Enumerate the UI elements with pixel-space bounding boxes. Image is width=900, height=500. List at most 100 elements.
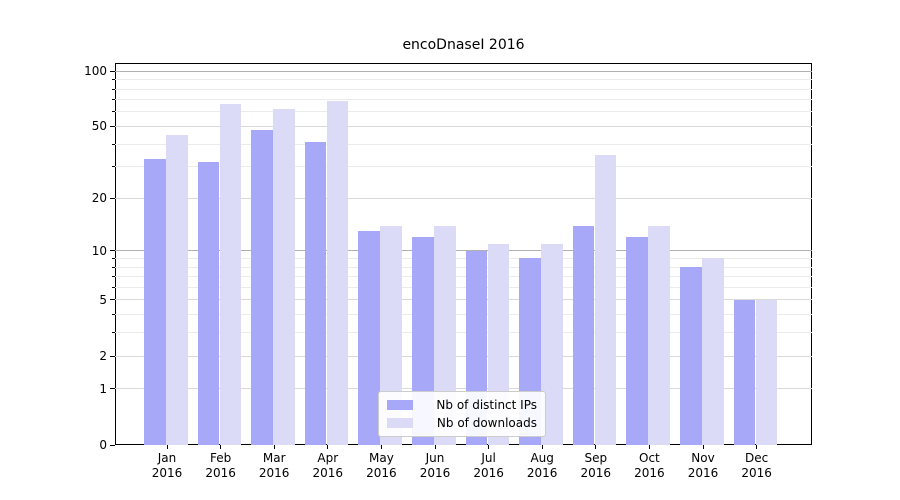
y-minor-tick-mark bbox=[112, 276, 115, 278]
x-tick-mark bbox=[756, 445, 758, 449]
x-tick-label: Oct 2016 bbox=[634, 451, 665, 480]
x-tick-label: Mar 2016 bbox=[258, 451, 290, 480]
gridline-minor bbox=[115, 332, 812, 334]
y-tick-label: 10 bbox=[91, 243, 107, 258]
gridline-labeled bbox=[115, 125, 812, 127]
y-tick-label: 0 bbox=[99, 438, 107, 452]
bar-distinct-ips-feb bbox=[197, 161, 220, 445]
bar-distinct-ips-dec bbox=[733, 299, 756, 445]
gridline-minor bbox=[115, 314, 812, 316]
y-minor-tick-mark bbox=[112, 79, 115, 81]
gridline-minor bbox=[115, 257, 812, 259]
bar-downloads-feb bbox=[219, 104, 242, 445]
y-minor-tick-mark bbox=[112, 99, 115, 101]
gridline-minor bbox=[115, 79, 812, 81]
x-tick-label: May 2016 bbox=[366, 451, 397, 480]
gridline-minor bbox=[115, 143, 812, 145]
bar-downloads-apr bbox=[326, 100, 349, 445]
gridline-minor bbox=[115, 286, 812, 288]
y-tick-label: 2 bbox=[99, 349, 107, 363]
bar-distinct-ips-may bbox=[358, 231, 380, 445]
gridline-minor bbox=[115, 276, 812, 278]
gridline-minor bbox=[115, 111, 812, 113]
x-tick-label: Apr 2016 bbox=[312, 451, 344, 480]
bar-downloads-aug bbox=[541, 243, 563, 445]
bar-distinct-ips-nov bbox=[680, 267, 702, 445]
x-tick-mark bbox=[380, 445, 382, 449]
x-tick-label: Sep 2016 bbox=[580, 451, 612, 480]
y-tick-label: 1 bbox=[99, 381, 107, 396]
x-tick-label: Aug 2016 bbox=[526, 451, 558, 480]
y-tick-mark bbox=[110, 299, 115, 301]
legend: Nb of distinct IPs Nb of downloads bbox=[378, 391, 546, 437]
x-tick-mark bbox=[488, 445, 490, 449]
y-tick-mark bbox=[110, 250, 115, 252]
bar-downloads-dec bbox=[755, 299, 778, 445]
gridline-labeled bbox=[115, 197, 812, 199]
bar-downloads-jun bbox=[434, 225, 456, 445]
legend-swatch-downloads bbox=[387, 418, 413, 428]
y-minor-tick-mark bbox=[112, 332, 115, 334]
bar-distinct-ips-jan bbox=[144, 159, 166, 445]
x-tick-label: Dec 2016 bbox=[741, 451, 772, 480]
y-tick-label: 50 bbox=[91, 119, 107, 134]
x-tick-mark bbox=[648, 445, 650, 449]
y-tick-mark bbox=[110, 388, 115, 390]
y-tick-mark bbox=[110, 125, 115, 127]
gridline-minor bbox=[115, 166, 812, 168]
x-tick-label: Jan 2016 bbox=[151, 451, 183, 480]
legend-label-distinct-ips: Nb of distinct IPs bbox=[436, 398, 537, 412]
y-tick-mark bbox=[110, 70, 115, 72]
y-minor-tick-mark bbox=[112, 143, 115, 145]
bar-distinct-ips-mar bbox=[251, 129, 273, 445]
chart-title: encoDnaseI 2016 bbox=[402, 37, 525, 53]
gridline-minor bbox=[115, 266, 812, 268]
x-tick-mark bbox=[327, 445, 329, 449]
y-tick-label: 20 bbox=[91, 191, 107, 206]
bar-downloads-jan bbox=[166, 134, 188, 445]
y-minor-tick-mark bbox=[112, 257, 115, 259]
y-tick-label: 100 bbox=[84, 64, 107, 79]
bar-downloads-nov bbox=[702, 258, 724, 445]
y-minor-tick-mark bbox=[112, 166, 115, 168]
y-tick-mark bbox=[110, 197, 115, 199]
gridline-minor bbox=[115, 88, 812, 90]
x-tick-label: Feb 2016 bbox=[205, 451, 236, 480]
x-tick-mark bbox=[595, 445, 597, 449]
x-tick-mark bbox=[273, 445, 275, 449]
gridline-decade bbox=[115, 250, 812, 252]
gridline-labeled bbox=[115, 355, 812, 357]
x-tick-mark bbox=[541, 445, 543, 449]
bar-downloads-mar bbox=[273, 109, 295, 445]
x-tick-label: Jul 2016 bbox=[473, 451, 504, 480]
legend-entry-distinct-ips: Nb of distinct IPs bbox=[387, 398, 537, 412]
y-minor-tick-mark bbox=[112, 266, 115, 268]
legend-swatch-distinct-ips bbox=[387, 400, 413, 410]
legend-entry-downloads: Nb of downloads bbox=[387, 416, 537, 430]
bar-downloads-may bbox=[380, 225, 402, 445]
x-tick-mark bbox=[166, 445, 168, 449]
gridline-labeled bbox=[115, 388, 812, 390]
y-tick-label: 5 bbox=[99, 292, 107, 307]
y-tick-mark bbox=[110, 444, 115, 446]
y-minor-tick-mark bbox=[112, 286, 115, 288]
legend-label-downloads: Nb of downloads bbox=[436, 416, 537, 430]
x-tick-mark bbox=[220, 445, 222, 449]
y-minor-tick-mark bbox=[112, 111, 115, 113]
x-tick-mark bbox=[702, 445, 704, 449]
bar-distinct-ips-sep bbox=[572, 225, 595, 445]
gridline-decade bbox=[115, 70, 812, 72]
x-tick-mark bbox=[434, 445, 436, 449]
x-tick-label: Jun 2016 bbox=[419, 451, 451, 480]
bar-downloads-sep bbox=[594, 154, 617, 445]
y-minor-tick-mark bbox=[112, 88, 115, 90]
y-tick-mark bbox=[110, 355, 115, 357]
x-tick-label: Nov 2016 bbox=[687, 451, 719, 480]
gridline-labeled bbox=[115, 299, 812, 301]
bar-distinct-ips-oct bbox=[626, 237, 648, 445]
bar-downloads-oct bbox=[648, 225, 670, 445]
bar-distinct-ips-apr bbox=[304, 142, 327, 445]
gridline-minor bbox=[115, 99, 812, 101]
y-minor-tick-mark bbox=[112, 314, 115, 316]
